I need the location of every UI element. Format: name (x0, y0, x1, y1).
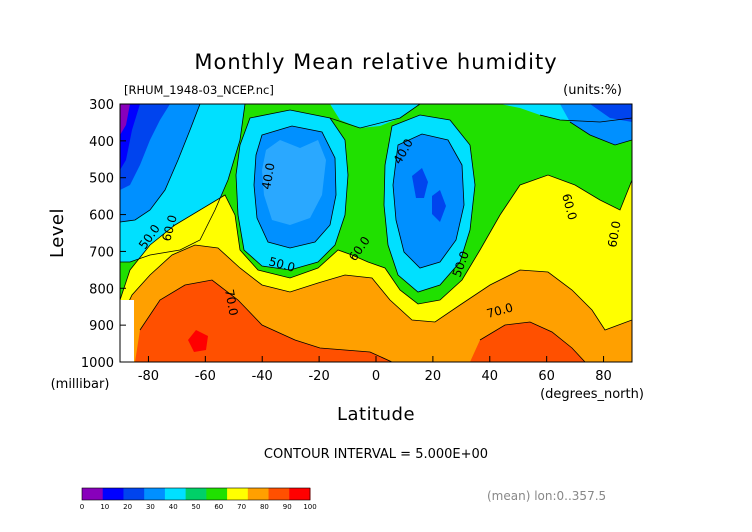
colorbar-swatch (227, 488, 249, 500)
colorbar-swatch (123, 488, 145, 500)
band-cyan-top (245, 104, 632, 128)
missing-data-patch (120, 300, 134, 362)
colorbar-tick-label: 10 (100, 503, 109, 511)
y-tick-label: 700 (89, 245, 114, 260)
x-axis: -80 -60 -40 -20 0 20 40 60 80 (138, 356, 612, 384)
colorbar-tick-label: 40 (169, 503, 178, 511)
colorbar-swatch (82, 488, 104, 500)
x-tick-label: 60 (538, 369, 555, 384)
y-tick-label: 300 (89, 98, 114, 113)
x-tick-label: 0 (372, 369, 380, 384)
footer-note: (mean) lon:0..357.5 (487, 489, 606, 503)
contour-interval: CONTOUR INTERVAL = 5.000E+00 (264, 447, 488, 462)
contour-lines (120, 104, 632, 362)
y-axis: 300 400 500 600 700 800 900 1000 (81, 98, 126, 371)
colorbar-tick-label: 0 (80, 503, 84, 511)
y-axis-units: (millibar) (51, 377, 110, 392)
x-tick-label: 20 (425, 369, 442, 384)
y-tick-label: 1000 (81, 356, 114, 371)
x-tick-label: 40 (482, 369, 499, 384)
y-tick-label: 500 (89, 172, 114, 187)
cell-blue-east (393, 134, 464, 268)
band-red-core (188, 330, 208, 352)
colorbar-frame (81, 487, 311, 501)
colorbar-tick-label: 90 (283, 503, 292, 511)
x-axis-units: (degrees_north) (540, 387, 644, 402)
colorbar-swatch (206, 488, 228, 500)
band-redorange-right (470, 322, 585, 362)
colorbar-swatch (289, 488, 311, 500)
colorbar-swatch (164, 488, 187, 500)
y-axis-title: Level (47, 208, 68, 258)
colorbar-tick-label: 80 (260, 503, 269, 511)
colorbar-tick-label: 60 (214, 503, 223, 511)
contour-label: 60.0 (559, 192, 579, 221)
contour-label: 40.0 (259, 162, 277, 191)
x-tick-label: -40 (252, 369, 273, 384)
colorbar-tick-label: 100 (303, 503, 316, 511)
colorbar-tick-label: 50 (192, 503, 201, 511)
band-purple-left (120, 104, 130, 135)
colorbar-tick-label: 70 (237, 503, 246, 511)
contour-label: 70.0 (485, 300, 514, 320)
x-tick-label: 80 (595, 369, 612, 384)
y-tick-label: 400 (89, 135, 114, 150)
colorbar-swatch (144, 488, 166, 500)
colorbar-swatch (102, 488, 124, 500)
x-tick-label: -80 (138, 369, 159, 384)
y-tick-label: 900 (89, 319, 114, 334)
units-label: (units:%) (563, 83, 622, 98)
colorbar-swatch (247, 488, 270, 500)
colorbar-tick-label: 20 (123, 503, 132, 511)
cell-dark-east-a (412, 168, 428, 198)
cell-dark-east-b (432, 190, 446, 222)
x-tick-label: -60 (195, 369, 216, 384)
cell-blue-west-inner (262, 140, 326, 225)
contour-fill (120, 104, 632, 362)
band-darkblue-topright (590, 104, 632, 122)
colorbar-swatch (268, 488, 290, 500)
file-label: [RHUM_1948-03_NCEP.nc] (124, 83, 274, 97)
x-tick-label: -20 (308, 369, 329, 384)
contour-label: 70.0 (222, 288, 240, 317)
colorbar-tick-label: 30 (146, 503, 155, 511)
contour-label: 60.0 (159, 213, 179, 242)
contour-label: 60.0 (605, 220, 623, 249)
contour-label: 50.0 (267, 254, 296, 274)
y-tick-label: 600 (89, 209, 114, 224)
colorbar-swatch (185, 488, 207, 500)
colorbar: 0 10 20 30 40 50 60 70 80 90 100 (80, 487, 317, 511)
y-tick-label: 800 (89, 282, 114, 297)
x-axis-title: Latitude (337, 404, 415, 425)
chart-title: Monthly Mean relative humidity (194, 50, 557, 74)
